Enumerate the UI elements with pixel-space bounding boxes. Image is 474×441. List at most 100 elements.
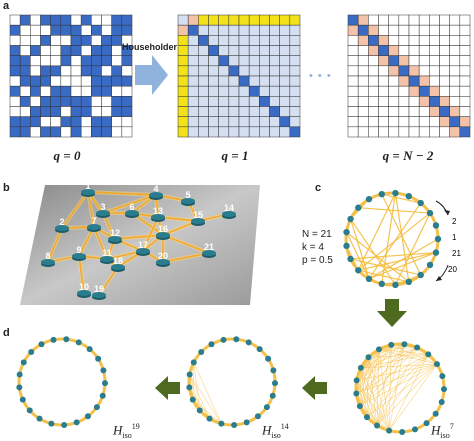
ring-edge [357, 212, 431, 271]
matrix-cell [289, 35, 301, 46]
matrix-cell [259, 96, 270, 107]
matrix-cell [368, 35, 379, 46]
matrix-cell [198, 45, 209, 56]
ring-edge [360, 363, 437, 369]
matrix-cell [187, 116, 199, 128]
matrix-cell [238, 85, 250, 97]
matrix-cell [418, 96, 430, 107]
matrix-cell [121, 55, 133, 67]
ring-node [440, 386, 447, 393]
matrix-cell [368, 55, 379, 67]
network-node-label: 3 [100, 202, 105, 212]
ring-node [93, 404, 100, 411]
rotation-arrowhead-top-icon [444, 210, 450, 215]
ring-hiso14 [186, 336, 278, 428]
ring-edge [376, 344, 405, 426]
ring-edge [356, 344, 392, 394]
matrix-cell [121, 126, 133, 138]
matrix-cell [40, 126, 51, 138]
matrix-cell [429, 55, 440, 67]
matrix-cell [408, 35, 420, 46]
matrix-cell [378, 65, 389, 77]
matrix-cell [398, 45, 410, 56]
matrix-cell [429, 45, 440, 56]
matrix-cell [30, 55, 41, 67]
matrix-cell [269, 65, 280, 77]
ring-node [254, 413, 261, 420]
matrix-cell [259, 85, 270, 97]
matrix-cell [91, 106, 102, 117]
matrix-cell [121, 106, 133, 117]
ring-edge [356, 363, 438, 394]
matrix-cell [378, 14, 389, 26]
matrix-cell [208, 45, 219, 56]
matrix-cell [9, 65, 21, 77]
matrix-cell [40, 96, 51, 107]
matrix-cell [408, 96, 420, 107]
matrix-cell [50, 55, 62, 67]
ring-edge [359, 344, 392, 407]
ring-node-label-21: 21 [452, 249, 461, 258]
ring-node [186, 371, 193, 378]
matrix-cell [418, 55, 430, 67]
ring-edge [388, 344, 392, 431]
matrix-cell [111, 45, 123, 56]
matrix-cell [269, 96, 280, 107]
matrix-cell [111, 75, 123, 87]
matrix-cell [408, 65, 420, 77]
network-node [202, 250, 216, 256]
ring-node [263, 404, 270, 411]
ring-edge [360, 347, 418, 369]
param-k: k = 4 [302, 242, 324, 253]
matrix-cell [279, 14, 291, 26]
network-node-label: 21 [204, 242, 214, 252]
ring-node [434, 235, 442, 243]
ring-edge [378, 349, 429, 355]
matrix-cell [40, 14, 51, 26]
network-node [81, 189, 95, 195]
ring-node [399, 428, 406, 435]
network-edge [162, 234, 210, 254]
ring-node [61, 421, 68, 428]
matrix-cell [459, 14, 471, 26]
matrix-cell [378, 55, 389, 67]
ring-node [426, 209, 434, 217]
network-node [125, 210, 139, 216]
matrix-cell [40, 65, 51, 77]
panel-d-rings [16, 336, 447, 435]
network-node [151, 214, 165, 220]
ring-edge [368, 354, 429, 358]
matrix-cell [259, 75, 270, 87]
matrix-cell [70, 85, 82, 97]
matrix-cell [9, 85, 21, 97]
matrix-cell [269, 55, 280, 67]
matrix-cell [248, 65, 260, 77]
matrix-cell [439, 45, 450, 56]
matrix-cell [289, 96, 301, 107]
matrix-cell [101, 35, 112, 46]
matrix-cell [259, 35, 270, 46]
matrix-cell [357, 126, 369, 138]
ring-node [101, 380, 108, 387]
matrix-cell [238, 55, 250, 67]
matrix-cell [218, 65, 230, 77]
ring-edge [349, 218, 370, 280]
ring-edge [368, 238, 439, 280]
matrix-cell [228, 126, 240, 138]
matrix-cell [30, 65, 41, 77]
matrix-cell [269, 85, 280, 97]
network-node [92, 292, 106, 298]
matrix-cell [459, 55, 471, 67]
network-node [181, 198, 195, 204]
matrix-cell [388, 35, 400, 46]
matrix-cell [459, 96, 471, 107]
matrix-cell [429, 35, 440, 46]
matrix-cell [439, 85, 450, 97]
rotation-arrow-top-icon [435, 200, 449, 216]
matrix-cell [408, 24, 420, 36]
matrix-cell [248, 14, 260, 26]
ring-edge [359, 354, 429, 407]
matrix-cell [449, 45, 461, 56]
matrix-cell [357, 35, 369, 46]
network-node-label: 18 [113, 256, 123, 266]
